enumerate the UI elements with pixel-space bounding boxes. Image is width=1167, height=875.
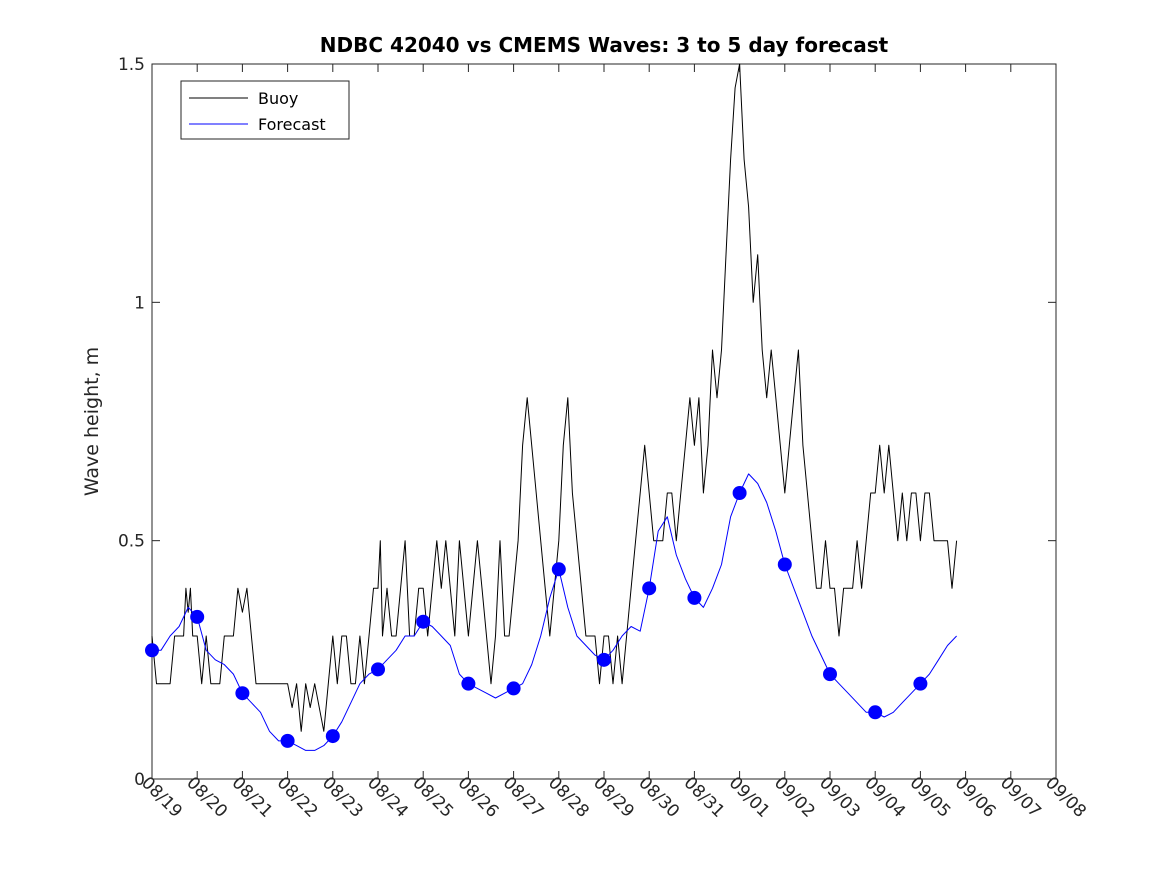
legend-label-forecast: Forecast bbox=[258, 115, 326, 134]
x-tick-label: 08/20 bbox=[182, 773, 231, 822]
x-tick-label: 08/28 bbox=[544, 773, 593, 822]
forecast-marker bbox=[325, 729, 340, 744]
forecast-marker bbox=[551, 562, 566, 577]
chart-title: NDBC 42040 vs CMEMS Waves: 3 to 5 day fo… bbox=[320, 33, 889, 57]
legend: Buoy Forecast bbox=[180, 80, 350, 140]
x-tick-label: 09/06 bbox=[951, 773, 1000, 822]
forecast-marker bbox=[732, 486, 747, 500]
x-tick-label: 08/21 bbox=[228, 773, 277, 822]
x-tick-label: 08/30 bbox=[634, 773, 683, 822]
forecast-marker bbox=[687, 590, 702, 605]
plot-area: 08/1908/2008/2108/2208/2308/2408/2508/26… bbox=[118, 55, 1090, 822]
forecast-marker bbox=[235, 686, 250, 701]
x-tick-label: 09/04 bbox=[860, 773, 909, 822]
y-tick-label: 1 bbox=[134, 293, 145, 313]
legend-box bbox=[180, 80, 350, 140]
x-tick-label: 08/23 bbox=[318, 773, 367, 822]
x-tick-label: 08/25 bbox=[408, 773, 457, 822]
x-tick-label: 09/02 bbox=[770, 773, 819, 822]
forecast-marker bbox=[190, 609, 205, 624]
x-tick-label: 08/26 bbox=[454, 773, 503, 822]
plot-frame bbox=[151, 63, 1057, 780]
x-tick-label: 08/24 bbox=[363, 773, 412, 822]
x-tick-label: 09/03 bbox=[815, 773, 864, 822]
x-tick-label: 08/29 bbox=[589, 773, 638, 822]
x-tick-label: 09/05 bbox=[906, 773, 955, 822]
forecast-marker bbox=[642, 581, 657, 596]
x-tick-label: 08/22 bbox=[273, 773, 322, 822]
x-tick-label: 09/01 bbox=[725, 773, 774, 822]
forecast-marker bbox=[280, 733, 295, 748]
y-tick-label: 0.5 bbox=[118, 532, 145, 552]
x-tick-label: 08/27 bbox=[499, 773, 548, 822]
forecast-marker bbox=[506, 681, 521, 696]
forecast-marker bbox=[868, 705, 883, 720]
forecast-marker bbox=[461, 676, 476, 691]
x-tick-label: 09/08 bbox=[1041, 773, 1090, 822]
y-tick-label: 0 bbox=[134, 770, 145, 790]
forecast-marker bbox=[371, 662, 385, 677]
legend-label-buoy: Buoy bbox=[258, 89, 298, 108]
forecast-marker bbox=[145, 643, 159, 658]
y-tick-label: 1.5 bbox=[118, 55, 145, 75]
forecast-marker bbox=[777, 557, 792, 572]
forecast-marker bbox=[913, 676, 928, 691]
x-tick-label: 09/07 bbox=[996, 773, 1045, 822]
forecast-marker bbox=[823, 667, 837, 682]
forecast-marker bbox=[597, 652, 611, 667]
forecast-marker bbox=[416, 614, 431, 629]
y-axis-label: Wave height, m bbox=[81, 347, 103, 496]
x-tick-label: 08/31 bbox=[680, 773, 729, 822]
buoy-line bbox=[151, 63, 958, 732]
